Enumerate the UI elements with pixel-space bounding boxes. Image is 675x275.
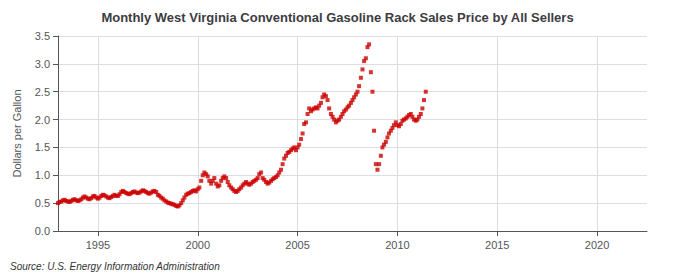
svg-text:2.5: 2.5 [35,86,50,98]
svg-text:2015: 2015 [485,239,509,251]
svg-text:3.0: 3.0 [35,58,50,70]
svg-text:Source: U.S. Energy Informatio: Source: U.S. Energy Information Administ… [10,261,220,272]
svg-text:2020: 2020 [585,239,609,251]
svg-text:2000: 2000 [186,239,210,251]
svg-text:Monthly West Virginia Conventi: Monthly West Virginia Conventional Gasol… [101,10,573,25]
svg-text:Dollars per Gallon: Dollars per Gallon [11,89,23,177]
svg-text:1.5: 1.5 [35,141,50,153]
svg-text:0.0: 0.0 [35,225,50,237]
svg-text:1.0: 1.0 [35,169,50,181]
svg-text:3.5: 3.5 [35,30,50,42]
svg-text:2.0: 2.0 [35,114,50,126]
svg-text:2005: 2005 [285,239,309,251]
svg-text:2010: 2010 [385,239,409,251]
svg-text:1995: 1995 [86,239,110,251]
svg-text:0.5: 0.5 [35,197,50,209]
